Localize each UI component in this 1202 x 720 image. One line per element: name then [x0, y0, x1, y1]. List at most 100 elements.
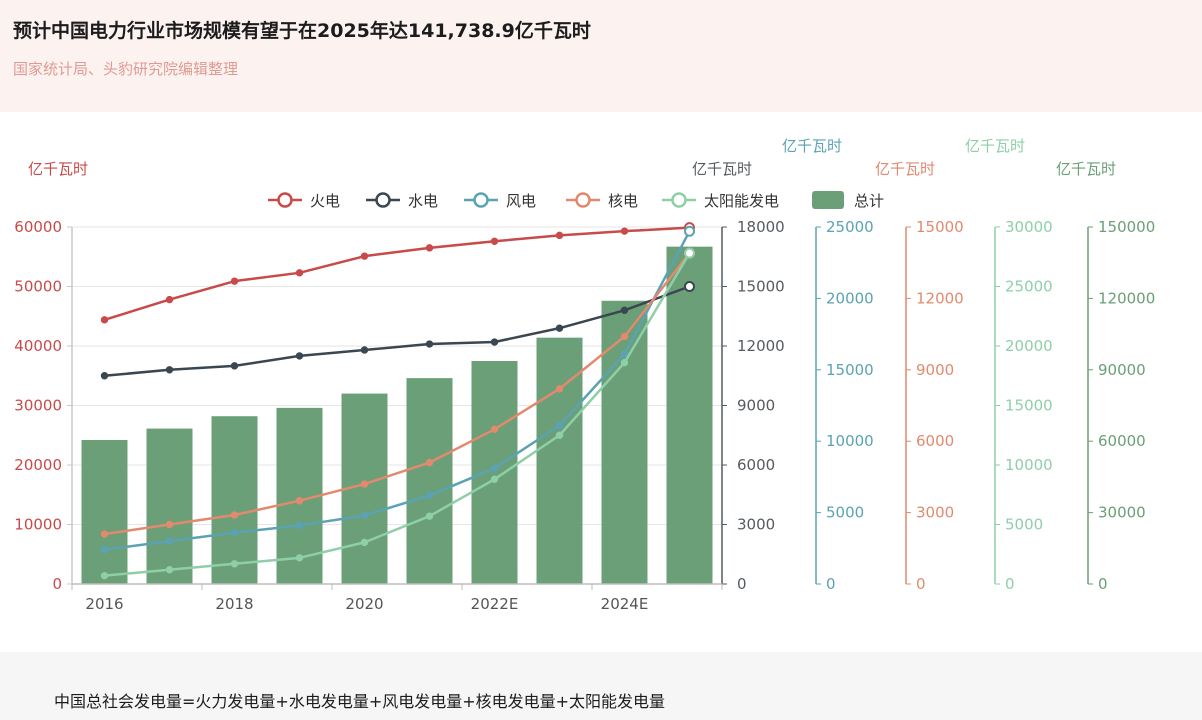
point-solar-2025E — [684, 247, 695, 259]
point-nuclear-2021 — [425, 458, 434, 467]
total-tick-label: 30000 — [1098, 504, 1146, 522]
point-nuclear-2017 — [165, 520, 174, 529]
bar-2023E — [536, 337, 583, 584]
point-thermal-2018 — [230, 277, 239, 285]
total-tick-label: 120000 — [1098, 289, 1155, 307]
hydro-tick-label: 0 — [737, 575, 747, 593]
hydro-tick-label: 9000 — [737, 397, 775, 415]
x-tick-label: 2016 — [85, 595, 123, 613]
wind-tick-label: 10000 — [826, 432, 874, 450]
combo-chart: 0100002000030000400005000060000亿千瓦时03000… — [14, 137, 1155, 613]
bar-2017 — [146, 428, 193, 584]
wind-tick-label: 20000 — [826, 289, 874, 307]
point-thermal-2020 — [360, 252, 369, 260]
total-axis-unit-label: 亿千瓦时 — [1056, 160, 1116, 178]
point-solar-2017 — [165, 566, 174, 574]
hydro-tick-label: 3000 — [737, 516, 775, 534]
bar-2016 — [81, 440, 128, 584]
point-nuclear-2016 — [100, 530, 109, 538]
hydro-tick-label: 6000 — [737, 456, 775, 474]
point-solar-2022E — [490, 475, 499, 483]
point-hydro-2016 — [100, 372, 109, 380]
page-subtitle: 国家统计局、头豹研究院编辑整理 — [13, 60, 239, 78]
point-thermal-2023E — [555, 231, 564, 240]
nuclear-tick-label: 9000 — [916, 361, 954, 379]
point-wind-2023E — [555, 421, 564, 430]
point-solar-2018 — [230, 560, 239, 568]
point-wind-2019 — [295, 521, 304, 530]
legend-swatch-marker — [375, 192, 391, 208]
x-tick-label: 2020 — [345, 595, 383, 613]
solar-axis-unit-label: 亿千瓦时 — [965, 137, 1025, 155]
wind-tick-label: 5000 — [826, 504, 864, 522]
legend-swatch-marker — [575, 192, 591, 208]
point-wind-2022E — [490, 464, 499, 473]
bar-2021 — [406, 378, 453, 584]
point-hydro-2019 — [295, 352, 304, 360]
point-hydro-2021 — [425, 340, 434, 348]
point-wind-2024E — [620, 350, 629, 358]
point-wind-2021 — [425, 491, 434, 500]
hydro-axis-unit-label: 亿千瓦时 — [692, 160, 752, 178]
series-line-hydro — [104, 285, 690, 377]
legend-swatch-marker — [277, 192, 293, 208]
total-tick-label: 60000 — [1098, 432, 1146, 450]
point-hydro-2017 — [165, 366, 174, 374]
x-tick-label: 2022E — [471, 595, 519, 613]
wind-axis-unit-label: 亿千瓦时 — [782, 137, 842, 155]
thermal-tick-label: 60000 — [14, 218, 62, 236]
header: 预计中国电力行业市场规模有望于在2025年达141,738.9亿千瓦时 国家统计… — [0, 0, 1202, 112]
solar-tick-label: 30000 — [1005, 218, 1053, 236]
total-tick-label: 150000 — [1098, 218, 1155, 236]
nuclear-tick-label: 12000 — [916, 289, 964, 307]
bar-2024E — [601, 300, 648, 584]
nuclear-tick-label: 15000 — [916, 218, 964, 236]
point-solar-2021 — [425, 512, 434, 520]
thermal-tick-label: 10000 — [14, 516, 62, 534]
legend-swatch-bar — [812, 191, 844, 209]
wind-tick-label: 25000 — [826, 218, 874, 236]
footer: 中国总社会发电量=火力发电量+水电发电量+风电发电量+核电发电量+太阳能发电量 — [0, 652, 1202, 720]
wind-tick-label: 0 — [826, 575, 836, 593]
bar-2018 — [211, 416, 258, 584]
legend-swatch-marker — [671, 192, 687, 208]
point-wind-2025E — [684, 225, 695, 237]
point-nuclear-2022E — [490, 425, 499, 433]
solar-tick-label: 0 — [1005, 575, 1015, 593]
thermal-tick-label: 20000 — [14, 456, 62, 474]
x-tick-label: 2018 — [215, 595, 253, 613]
point-wind-2017 — [165, 537, 174, 545]
thermal-tick-label: 0 — [52, 575, 62, 593]
solar-tick-label: 5000 — [1005, 516, 1043, 534]
point-solar-2016 — [100, 571, 109, 580]
solar-tick-label: 15000 — [1005, 397, 1053, 415]
point-nuclear-2019 — [295, 497, 304, 505]
point-hydro-2024E — [620, 306, 629, 315]
legend-label: 水电 — [408, 192, 438, 210]
point-nuclear-2024E — [620, 332, 629, 341]
point-thermal-2017 — [165, 295, 174, 304]
point-solar-2019 — [295, 554, 304, 562]
bar-2022E — [471, 360, 518, 584]
series-line-nuclear — [104, 252, 691, 536]
legend-swatch-marker — [473, 192, 489, 208]
legend-label: 太阳能发电 — [704, 192, 779, 210]
legend-label: 风电 — [506, 192, 536, 210]
wind-tick-label: 15000 — [826, 361, 874, 379]
bar-2025E — [666, 246, 713, 584]
series-line-thermal — [104, 226, 690, 322]
solar-tick-label: 20000 — [1005, 337, 1053, 355]
point-hydro-2022E — [490, 338, 499, 346]
point-solar-2024E — [620, 358, 629, 367]
solar-tick-label: 25000 — [1005, 278, 1053, 296]
legend-label: 核电 — [608, 192, 638, 210]
point-solar-2023E — [555, 431, 564, 439]
legend-label: 总计 — [854, 192, 884, 210]
thermal-tick-label: 50000 — [14, 278, 62, 296]
hydro-tick-label: 15000 — [737, 278, 785, 296]
series-line-solar — [104, 252, 691, 577]
nuclear-tick-label: 6000 — [916, 432, 954, 450]
thermal-tick-label: 30000 — [14, 397, 62, 415]
solar-tick-label: 10000 — [1005, 456, 1053, 474]
point-hydro-2020 — [360, 346, 369, 354]
